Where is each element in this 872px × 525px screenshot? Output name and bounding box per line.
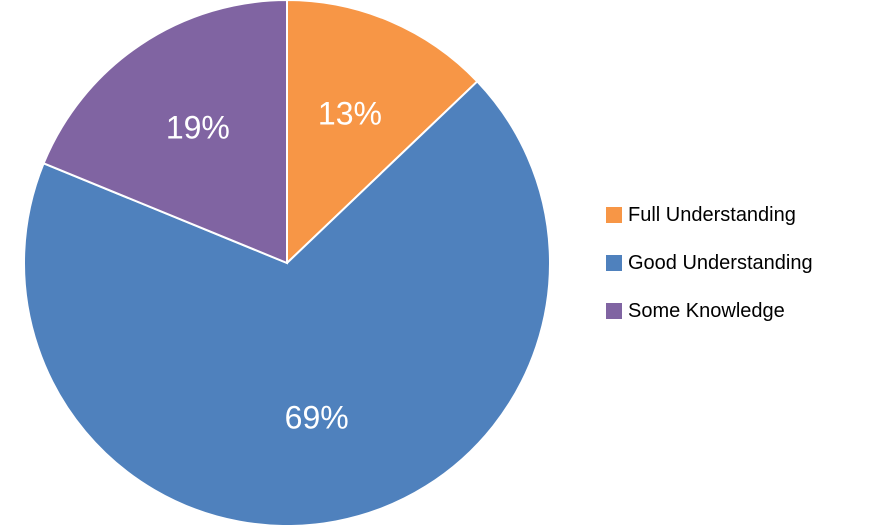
- legend-label-good-understanding: Good Understanding: [628, 252, 813, 274]
- pie-slice-full-understanding: [286, 0, 479, 266]
- legend-swatch-good-understanding: [606, 255, 622, 271]
- legend-swatch-some-knowledge: [606, 303, 622, 319]
- pie-label-full-understanding: 13%: [318, 95, 382, 131]
- legend-swatch-full-understanding: [606, 207, 622, 223]
- legend-label-some-knowledge: Some Knowledge: [628, 300, 785, 322]
- legend: Full Understanding Good Understanding So…: [606, 203, 866, 347]
- pie-slice-good-understanding: [23, 80, 551, 525]
- legend-label-full-understanding: Full Understanding: [628, 204, 796, 226]
- legend-item-good-understanding: Good Understanding: [606, 251, 866, 275]
- pie-label-some-knowledge: 19%: [166, 110, 230, 146]
- pie-label-good-understanding: 69%: [285, 400, 349, 436]
- legend-item-full-understanding: Full Understanding: [606, 203, 866, 227]
- pie-slices: [23, 0, 551, 525]
- pie-data-labels: 13% 69% 19%: [166, 95, 382, 435]
- legend-item-some-knowledge: Some Knowledge: [606, 299, 866, 323]
- pie-slice-some-knowledge: [42, 0, 288, 265]
